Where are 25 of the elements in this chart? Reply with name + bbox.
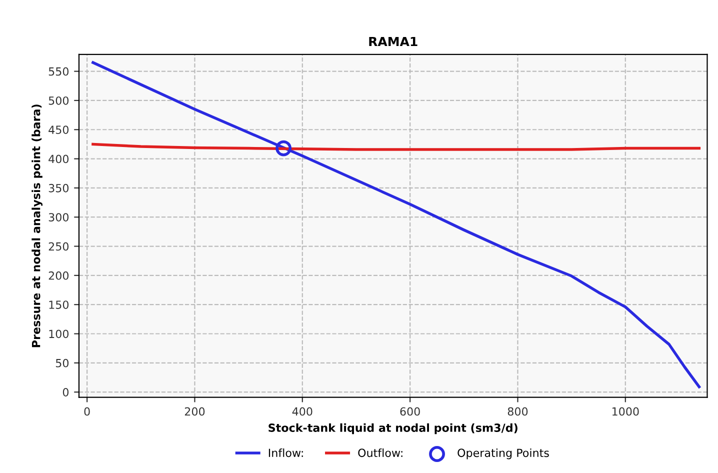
y-tick-label: 550 bbox=[48, 67, 69, 76]
x-tick-label: 1000 bbox=[612, 407, 639, 416]
y-axis-title: Pressure at nodal analysis point (bara) bbox=[32, 104, 42, 348]
x-tick-label: 200 bbox=[184, 407, 205, 416]
y-tick-label: 100 bbox=[49, 330, 69, 338]
x-tick-label: 0 bbox=[84, 407, 90, 416]
y-tick-label: 500 bbox=[48, 96, 69, 105]
y-tick-label: 150 bbox=[49, 300, 69, 309]
y-tick-label: 300 bbox=[48, 213, 69, 222]
y-tick-label: 350 bbox=[48, 184, 69, 192]
line-series bbox=[92, 61, 701, 388]
x-tick-label: 400 bbox=[292, 407, 312, 416]
y-tick-label: 450 bbox=[48, 126, 69, 134]
chart-title: RAMA1 bbox=[369, 36, 418, 46]
y-tick-label: 400 bbox=[48, 154, 69, 164]
y-tick-label: 50 bbox=[56, 358, 69, 368]
legend-label: Outflow: bbox=[358, 448, 402, 458]
x-tick-label: 800 bbox=[508, 407, 528, 416]
y-tick-label: 250 bbox=[48, 242, 69, 251]
x-tick-label: 600 bbox=[400, 407, 420, 416]
y-tick-label: 0 bbox=[62, 388, 69, 396]
legend-label: Operating Points bbox=[458, 448, 549, 460]
x-axis-title: Stock-tank liquid at nodal point (sm3/d) bbox=[268, 423, 518, 434]
y-tick-label: 200 bbox=[48, 271, 69, 280]
legend-label: Inflow: bbox=[268, 448, 303, 458]
